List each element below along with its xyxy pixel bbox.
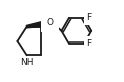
Polygon shape bbox=[26, 20, 49, 28]
Text: O: O bbox=[47, 18, 54, 27]
Text: NH: NH bbox=[20, 58, 33, 67]
Text: F: F bbox=[86, 39, 92, 48]
Text: F: F bbox=[86, 13, 92, 22]
